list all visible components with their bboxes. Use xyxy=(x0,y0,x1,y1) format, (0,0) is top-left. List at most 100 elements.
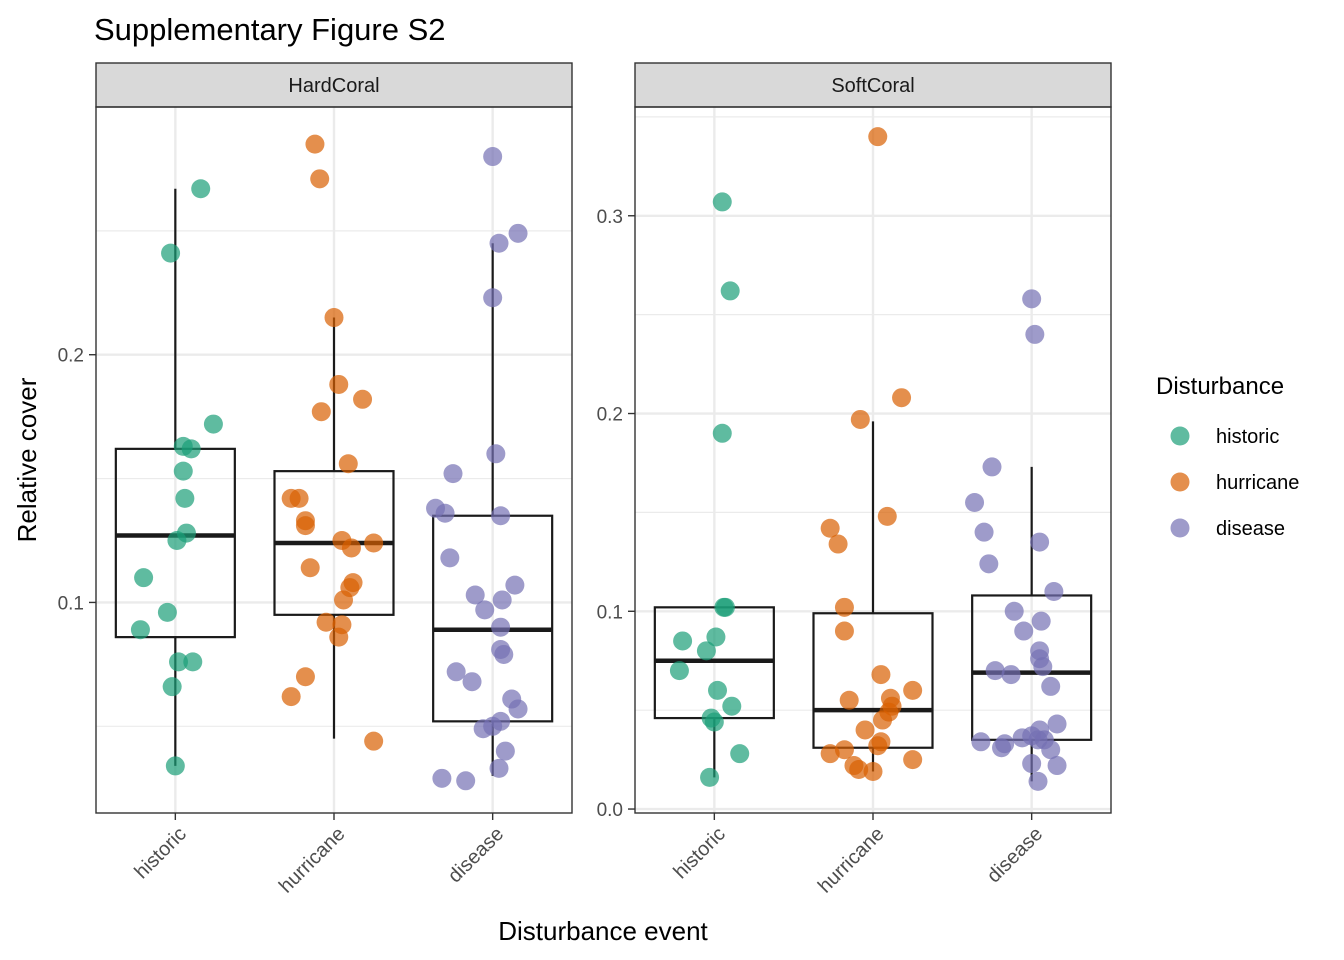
point-hardcoral-hurricane-1 xyxy=(310,169,330,189)
point-hardcoral-hurricane-8 xyxy=(289,488,309,508)
x-tick-label-softcoral-disease: disease xyxy=(983,823,1047,887)
point-softcoral-historic-14 xyxy=(700,767,720,787)
point-softcoral-historic-9 xyxy=(708,680,728,700)
point-softcoral-disease-13 xyxy=(1033,657,1053,677)
point-hardcoral-hurricane-0 xyxy=(305,134,325,154)
point-softcoral-historic-12 xyxy=(704,712,724,732)
point-hardcoral-hurricane-6 xyxy=(338,454,358,474)
point-hardcoral-hurricane-20 xyxy=(329,627,349,647)
point-softcoral-disease-29 xyxy=(1028,771,1048,791)
point-softcoral-disease-3 xyxy=(965,493,985,513)
point-softcoral-disease-1 xyxy=(1025,324,1045,344)
point-softcoral-disease-10 xyxy=(1014,621,1034,641)
point-softcoral-disease-0 xyxy=(1022,289,1042,309)
point-hardcoral-disease-2 xyxy=(489,233,509,253)
point-hardcoral-historic-9 xyxy=(134,568,154,588)
point-softcoral-hurricane-1 xyxy=(892,388,912,408)
point-softcoral-historic-5 xyxy=(706,627,726,647)
point-hardcoral-historic-12 xyxy=(169,652,189,672)
point-hardcoral-historic-15 xyxy=(165,756,185,776)
x-tick-label-hardcoral-historic: historic xyxy=(131,823,191,883)
point-softcoral-disease-5 xyxy=(1030,532,1050,552)
point-hardcoral-disease-23 xyxy=(473,719,493,739)
point-hardcoral-hurricane-10 xyxy=(295,516,315,536)
point-hardcoral-disease-0 xyxy=(483,147,503,167)
legend-item-historic: historic xyxy=(1170,426,1279,448)
point-hardcoral-disease-9 xyxy=(440,548,460,568)
legend-key-hurricane xyxy=(1170,472,1190,492)
point-softcoral-historic-7 xyxy=(696,641,716,661)
point-hardcoral-historic-10 xyxy=(157,602,177,622)
point-softcoral-disease-15 xyxy=(1001,665,1021,685)
point-softcoral-disease-28 xyxy=(1047,756,1067,776)
y-tick-label-softcoral-0000: 0.0 xyxy=(597,800,623,821)
point-hardcoral-hurricane-17 xyxy=(334,590,354,610)
point-softcoral-disease-23 xyxy=(971,732,991,752)
points-softcoral-hurricane xyxy=(820,127,923,781)
point-hardcoral-historic-8 xyxy=(167,531,187,551)
x-axis-label: Disturbance event xyxy=(498,916,708,946)
points-hardcoral-hurricane xyxy=(281,134,384,751)
point-softcoral-historic-8 xyxy=(669,661,689,681)
panel-softcoral: SoftCoral 0.0 0.1 0.2 0.3 historic hurricane di… xyxy=(597,62,1112,898)
point-softcoral-disease-17 xyxy=(1047,714,1067,734)
legend-item-disease: disease xyxy=(1170,518,1285,540)
point-hardcoral-disease-25 xyxy=(489,758,509,778)
point-softcoral-historic-6 xyxy=(673,631,693,651)
point-softcoral-historic-4 xyxy=(715,597,735,617)
point-hardcoral-historic-4 xyxy=(181,439,201,459)
point-softcoral-hurricane-14 xyxy=(873,710,893,730)
point-softcoral-historic-1 xyxy=(720,281,740,301)
strip-label-hardcoral: HardCoral xyxy=(288,75,379,97)
point-softcoral-disease-8 xyxy=(1004,601,1024,621)
point-softcoral-hurricane-19 xyxy=(820,744,840,764)
point-hardcoral-disease-4 xyxy=(486,444,506,464)
point-hardcoral-disease-12 xyxy=(492,590,512,610)
point-softcoral-hurricane-22 xyxy=(849,759,869,779)
point-hardcoral-hurricane-5 xyxy=(311,402,331,422)
point-softcoral-hurricane-9 xyxy=(903,680,923,700)
point-hardcoral-disease-18 xyxy=(462,672,482,692)
point-softcoral-historic-0 xyxy=(712,192,732,212)
x-tick-label-hardcoral-hurricane: hurricane xyxy=(275,823,350,898)
point-hardcoral-disease-3 xyxy=(483,288,503,308)
y-axis-label: Relative cover xyxy=(12,377,42,542)
y-tick-label-hardcoral-0100: 0.1 xyxy=(58,593,84,614)
point-hardcoral-hurricane-22 xyxy=(281,687,301,707)
point-hardcoral-historic-13 xyxy=(183,652,203,672)
point-softcoral-disease-7 xyxy=(1044,582,1064,602)
points-softcoral-historic xyxy=(669,192,750,787)
x-tick-label-softcoral-hurricane: hurricane xyxy=(814,823,889,898)
points-hardcoral-disease xyxy=(426,147,528,791)
point-hardcoral-disease-7 xyxy=(435,503,455,523)
point-hardcoral-disease-26 xyxy=(432,768,452,788)
point-softcoral-hurricane-5 xyxy=(828,534,848,554)
point-hardcoral-hurricane-14 xyxy=(300,558,320,578)
point-softcoral-disease-14 xyxy=(985,661,1005,681)
y-tick-label-softcoral-0300: 0.3 xyxy=(597,207,623,228)
point-softcoral-hurricane-17 xyxy=(868,736,888,756)
point-hardcoral-hurricane-3 xyxy=(329,374,349,394)
point-hardcoral-historic-5 xyxy=(173,461,193,481)
point-softcoral-historic-2 xyxy=(712,423,732,443)
legend-label-disease: disease xyxy=(1216,518,1285,540)
legend-key-disease xyxy=(1170,518,1190,538)
point-softcoral-hurricane-3 xyxy=(877,506,897,526)
point-softcoral-disease-6 xyxy=(979,554,999,574)
point-softcoral-disease-2 xyxy=(982,457,1002,477)
legend-item-hurricane: hurricane xyxy=(1170,472,1299,494)
y-tick-label-softcoral-0200: 0.2 xyxy=(597,405,623,426)
point-softcoral-disease-4 xyxy=(974,522,994,542)
point-hardcoral-hurricane-23 xyxy=(364,731,384,751)
legend-label-historic: historic xyxy=(1216,426,1279,448)
point-softcoral-disease-9 xyxy=(1031,611,1051,631)
point-hardcoral-disease-1 xyxy=(508,223,528,243)
point-hardcoral-disease-5 xyxy=(443,464,463,484)
point-softcoral-disease-20 xyxy=(1012,728,1032,748)
point-hardcoral-hurricane-18 xyxy=(316,612,336,632)
point-softcoral-disease-27 xyxy=(1022,754,1042,774)
x-tick-label-softcoral-historic: historic xyxy=(670,823,730,883)
point-hardcoral-hurricane-13 xyxy=(341,538,361,558)
point-hardcoral-hurricane-21 xyxy=(295,667,315,687)
point-hardcoral-hurricane-2 xyxy=(324,308,344,328)
